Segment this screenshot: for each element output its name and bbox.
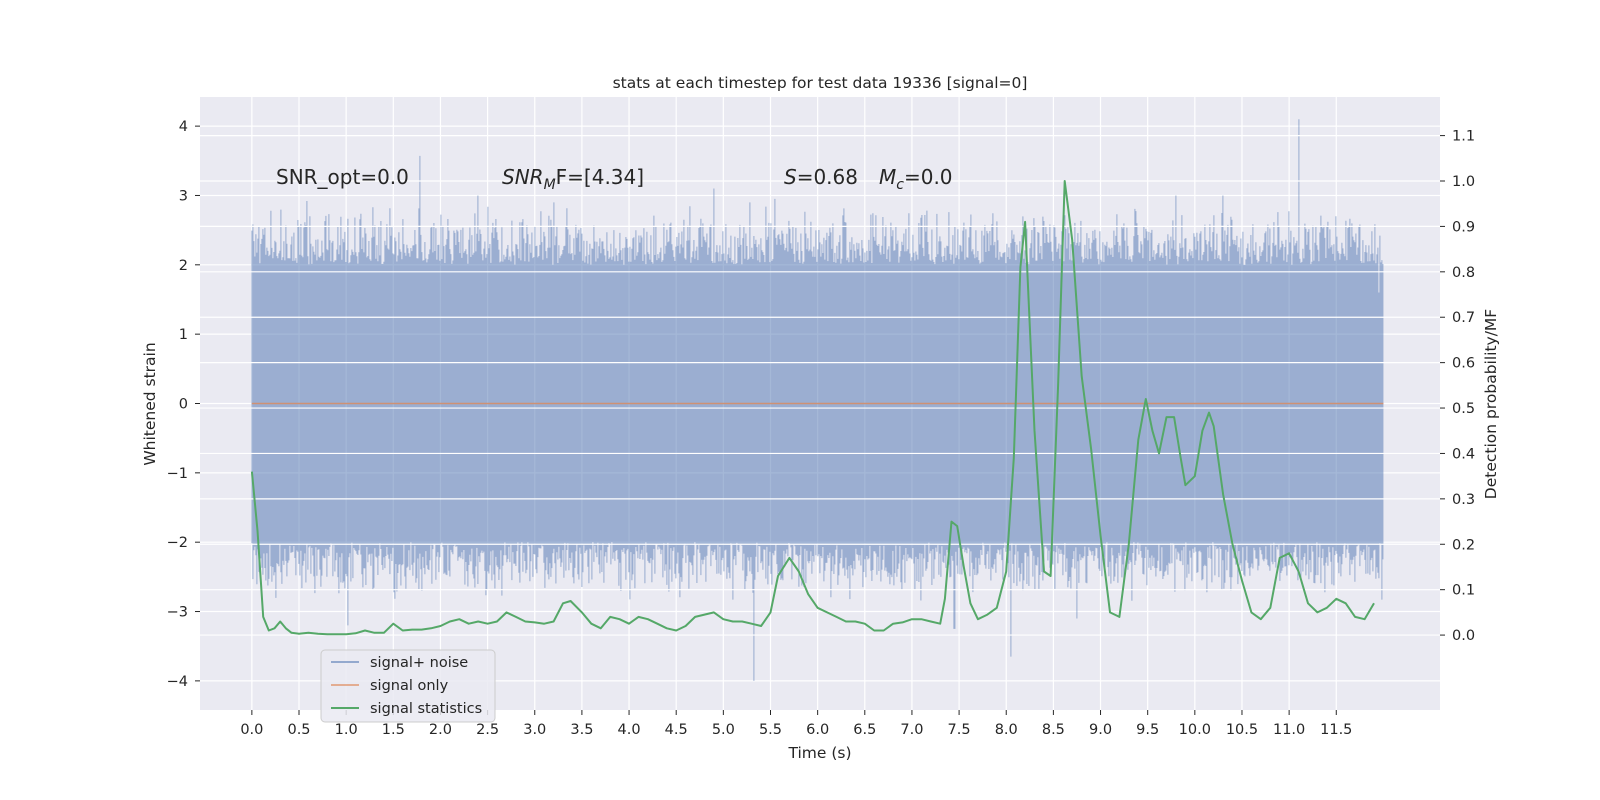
legend-label-signal-statistics: signal statistics: [370, 701, 482, 717]
x-tick-label: 9.5: [1136, 722, 1159, 738]
x-tick-label: 3.0: [523, 722, 546, 738]
y2-tick-label: 0.9: [1452, 219, 1475, 235]
x-tick-label: 9.0: [1089, 722, 1112, 738]
annotation-snr-mf-sub: M: [544, 177, 556, 193]
legend-label-signal-only: signal only: [370, 678, 449, 694]
x-tick-label: 2.5: [476, 722, 499, 738]
x-axis: 0.0 0.5 1.0 1.5 2.0 2.5 3.0 3.5 4.0 4.5 5.0 5.5 6.0 6…: [240, 710, 1352, 738]
y2-tick-label: 0.2: [1452, 537, 1475, 553]
x-tick-label: 0.0: [240, 722, 263, 738]
y2-tick-label: 0.3: [1452, 492, 1475, 508]
x-tick-label: 6.5: [853, 722, 876, 738]
y2-axis: 1.1 1.0 0.9 0.8 0.7 0.6 0.5 0.4 0.3 0.2 0.1 0.0: [1440, 129, 1475, 644]
y2-tick-label: 1.1: [1452, 129, 1475, 145]
annotation-mc-sub: c: [896, 177, 904, 193]
y2-tick-label: 0.1: [1452, 583, 1475, 599]
x-tick-label: 11.0: [1273, 722, 1305, 738]
x-tick-label: 5.0: [712, 722, 735, 738]
y-tick-label: −1: [167, 466, 188, 482]
x-axis-label: Time (s): [787, 744, 851, 762]
y2-tick-label: 0.5: [1452, 401, 1475, 417]
x-tick-label: 10.5: [1226, 722, 1258, 738]
x-tick-label: 8.5: [1042, 722, 1065, 738]
annotation-snr-mf: SNRMF=[4.34]: [502, 165, 644, 193]
y-axis-label: Whitened strain: [141, 342, 159, 465]
y2-tick-label: 0.0: [1452, 628, 1475, 644]
annotation-mc-value: =0.0: [904, 165, 953, 189]
y2-tick-label: 1.0: [1452, 174, 1475, 190]
x-tick-label: 10.0: [1179, 722, 1211, 738]
secondary-grid: [200, 134, 1440, 636]
y2-axis-label: Detection probability/MF: [1482, 309, 1500, 500]
x-tick-label: 8.0: [995, 722, 1018, 738]
annotation-s: S=0.68: [784, 165, 858, 189]
x-tick-label: 4.0: [618, 722, 641, 738]
x-tick-label: 0.5: [287, 722, 310, 738]
x-tick-label: 1.5: [382, 722, 405, 738]
y-tick-label: 4: [179, 119, 188, 135]
annotation-snr-opt: SNR_opt=0.0: [276, 165, 409, 189]
x-tick-label: 7.5: [948, 722, 971, 738]
y-tick-label: −3: [167, 605, 188, 621]
x-tick-label: 2.0: [429, 722, 452, 738]
x-tick-label: 1.0: [335, 722, 358, 738]
annotation-s-var: S: [784, 165, 797, 189]
y-axis: 4 3 2 1 0 −1 −2 −3 −4: [167, 119, 200, 690]
y-tick-label: 3: [179, 188, 188, 204]
y-tick-label: 0: [179, 397, 188, 413]
annotation-snr-mf-main: SNR: [502, 165, 544, 189]
annotation-s-value: =0.68: [797, 165, 858, 189]
x-tick-label: 4.5: [665, 722, 688, 738]
x-tick-label: 6.0: [806, 722, 829, 738]
signal-statistics-series: [250, 180, 1375, 636]
x-tick-label: 3.5: [570, 722, 593, 738]
x-tick-label: 7.0: [900, 722, 923, 738]
legend-label-signal-noise: signal+ noise: [370, 655, 468, 671]
y2-tick-label: 0.7: [1452, 310, 1475, 326]
x-tick-label: 5.5: [759, 722, 782, 738]
y-tick-label: −4: [167, 674, 188, 690]
x-tick-label: 11.5: [1320, 722, 1352, 738]
y-tick-label: 1: [179, 327, 188, 343]
legend-box: [320, 649, 496, 723]
y-tick-label: −2: [167, 535, 188, 551]
y2-tick-label: 0.6: [1452, 356, 1475, 372]
annotation-mc: Mc=0.0: [879, 165, 953, 193]
annotation-mc-main: M: [879, 165, 896, 189]
y2-tick-label: 0.4: [1452, 446, 1475, 462]
chart-title: stats at each timestep for test data 193…: [613, 74, 1028, 92]
y2-tick-label: 0.8: [1452, 265, 1475, 281]
annotation-snr-mf-rest: F=[4.34]: [556, 165, 644, 189]
legend: signal+ noise signal only signal statist…: [320, 649, 496, 723]
y-tick-label: 2: [179, 258, 188, 274]
